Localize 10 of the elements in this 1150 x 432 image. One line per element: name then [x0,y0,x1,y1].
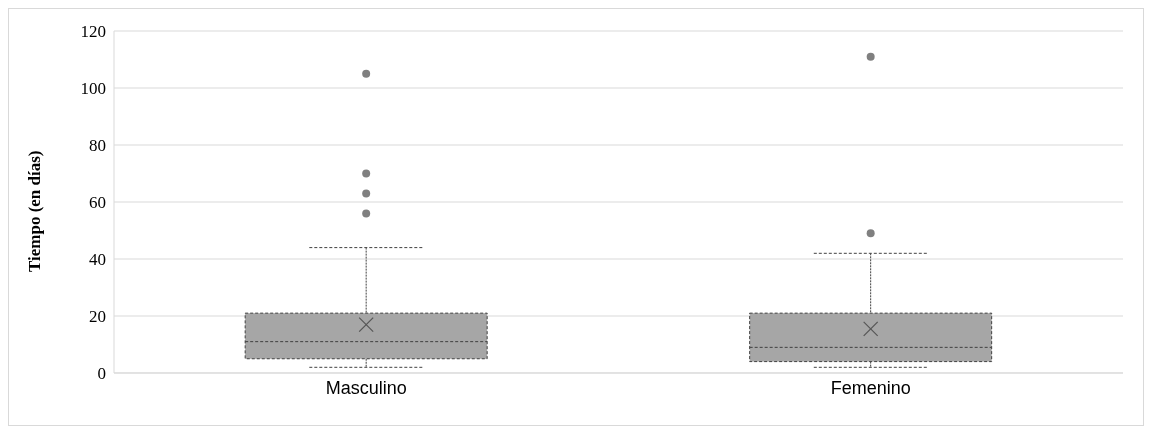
y-tick-label: 120 [80,22,106,42]
y-tick-label: 60 [89,193,106,213]
x-tick-label: Masculino [325,377,407,398]
y-tick-label: 80 [89,136,106,156]
x-tick-label: Femenino [830,377,911,398]
y-tick-label: 0 [97,364,106,384]
y-tick-label: 40 [89,250,106,270]
y-tick-label: 20 [89,307,106,327]
y-axis-title: Tiempo (en días) [25,150,45,272]
y-tick-label: 100 [80,79,106,99]
